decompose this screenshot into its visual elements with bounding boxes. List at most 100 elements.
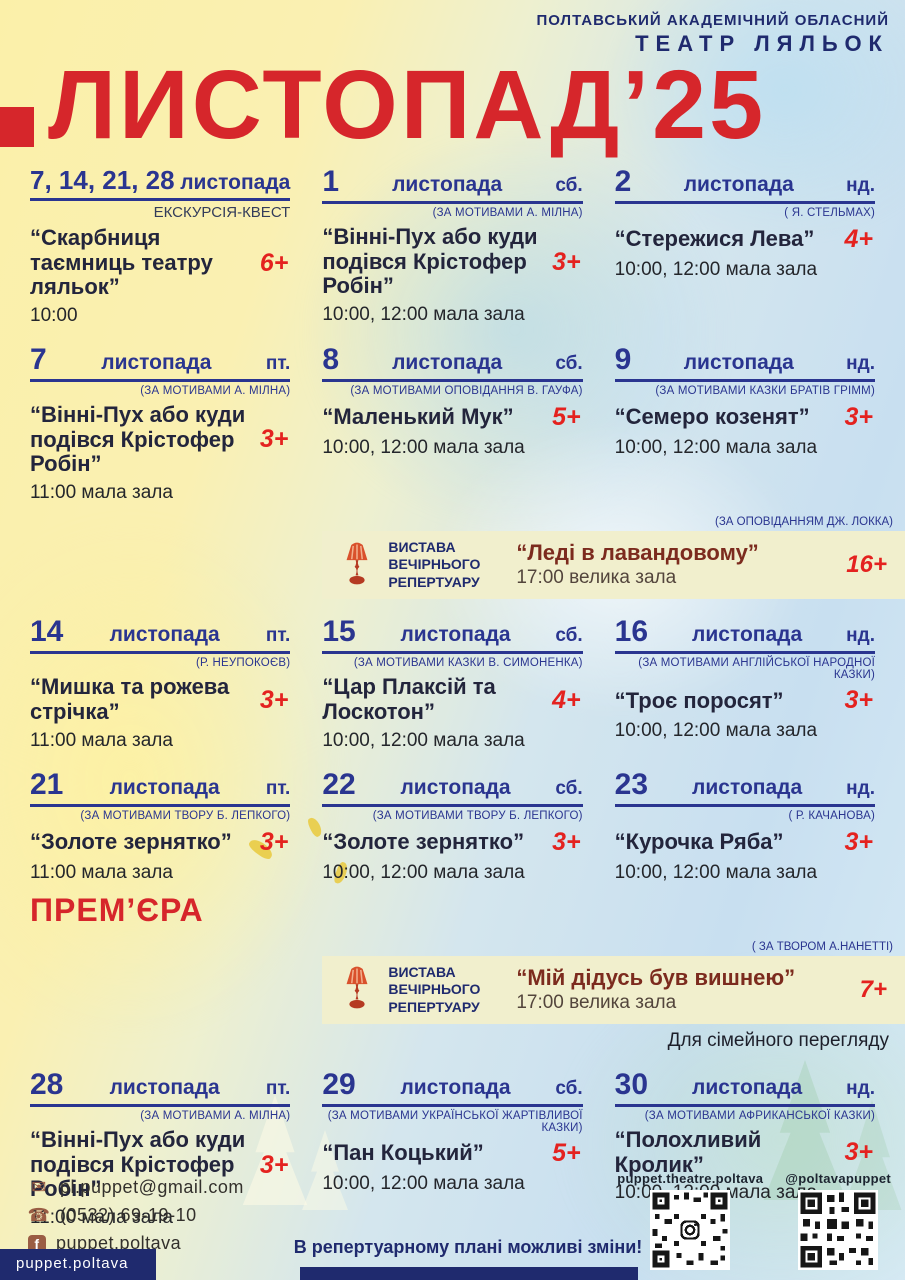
month-label: листопада [392, 173, 503, 197]
org-name-line1: ПОЛТАВСЬКИЙ АКАДЕМІЧНИЙ ОБЛАСНИЙ [536, 12, 889, 29]
showtime: 10:00, 12:00 мала зала [614, 720, 818, 742]
event-cell-quest: 7, 14, 21, 28 листопада ЕКСКУРСІЯ-КВЕСТ … [30, 165, 291, 327]
date-heading: 23 листопада нд. [614, 768, 875, 807]
qr-item-instagram: puppet.theatre.poltava [617, 1171, 763, 1270]
date-heading: 1 листопада сб. [322, 165, 583, 205]
month-label: листопада [392, 351, 503, 375]
author-line: (ЗА МОТИВАМИ АФРИКАНСЬКОЇ КАЗКИ) [644, 1110, 875, 1123]
premiere-badge: ПРЕМ’ЄРА [30, 891, 204, 928]
event-subtitle: ЕКСКУРСІЯ-КВЕСТ [153, 204, 291, 222]
show-title: “Пан Коцький” [322, 1140, 484, 1166]
author-line: (ЗА МОТИВАМИ А. МІЛНА) [140, 385, 291, 398]
event-cell-nov9: 9 листопада нд. (ЗА МОТИВАМИ КАЗКИ БРАТІ… [614, 343, 875, 504]
month-label: листопада [692, 775, 803, 799]
month-label: листопада [101, 351, 212, 375]
weekday-label: нд. [846, 353, 875, 375]
age-badge: 3+ [259, 1150, 289, 1179]
author-line: ( ЗА ТВОРОМ А.НАНЕТТІ) [751, 940, 893, 953]
event-cell-nov14: 14 листопада пт. (Р. НЕУПОКОЄВ) “Мишка т… [30, 615, 291, 751]
author-line: (ЗА МОТИВАМИ ОПОВІДАННЯ В. ГАУФА) [350, 385, 583, 398]
show-title: “Вінні-Пух або куди подівся Крістофер Ро… [30, 1127, 246, 1202]
event-cell-nov16: 16 листопада нд. (ЗА МОТИВАМИ АНГЛІЙСЬКО… [614, 615, 875, 751]
weekday-label: сб. [555, 175, 583, 197]
date-number: 7, 14, 21, 28 [30, 165, 175, 196]
evening-show-title: “Леді в лавандовому” [516, 540, 759, 566]
weekday-label: пт. [265, 625, 291, 647]
showtime: 10:00, 12:00 мала зала [322, 729, 525, 751]
disclaimer-text: В репертуарному плані можливі зміни! [293, 1237, 643, 1257]
qr-group: puppet.theatre.poltava [617, 1171, 891, 1270]
author-line: (ЗА МОТИВАМИ АНГЛІЙСЬКОЇ НАРОДНОЇ КАЗКИ) [638, 657, 875, 682]
author-line: (ЗА МОТИВАМИ ТВОРУ Б. ЛЕПКОГО) [80, 809, 291, 822]
evening-label: ВИСТАВА ВЕЧІРНЬОГО РЕПЕРТУАРУ [388, 538, 481, 590]
showtime: 10:00, 12:00 мала зала [614, 259, 818, 281]
age-badge: 3+ [552, 247, 581, 276]
age-badge: 3+ [844, 686, 873, 715]
date-number: 15 [322, 615, 356, 649]
show-title: “Скарбниця таємниць театру ляльок” [30, 225, 213, 300]
month-label: листопада [683, 173, 794, 197]
show-title: “Курочка Ряба” [614, 828, 784, 854]
age-badge: 3+ [844, 827, 873, 856]
weekday-label: пт. [265, 777, 291, 799]
red-corner-decoration [0, 107, 34, 147]
evening-banner: ВИСТАВА ВЕЧІРНЬОГО РЕПЕРТУАРУ “Мій дідус… [322, 955, 905, 1025]
evening-showtime: 17:00 велика зала [516, 567, 677, 589]
showtime: 10:00, 12:00 мала зала [322, 437, 525, 459]
facebook-icon: f [28, 1234, 46, 1253]
showtime: 10:00, 12:00 мала зала [322, 304, 525, 326]
contact-email-row: ✉ pl.puppet@gmail.com [28, 1177, 244, 1198]
date-number: 16 [614, 615, 649, 649]
date-heading: 8 листопада сб. [322, 343, 583, 383]
author-line: (ЗА МОТИВАМИ ТВОРУ Б. ЛЕПКОГО) [372, 809, 583, 822]
date-number: 28 [30, 1068, 64, 1102]
date-heading: 7, 14, 21, 28 листопада [30, 165, 291, 202]
event-cell-nov21: 21 листопада пт. (ЗА МОТИВАМИ ТВОРУ Б. Л… [30, 767, 291, 929]
show-title: “Золоте зернятко” [30, 828, 232, 854]
month-label: листопада [400, 775, 511, 799]
show-title: “Семеро козенят” [614, 404, 810, 430]
qr-label: puppet.theatre.poltava [617, 1171, 764, 1186]
show-title: “Маленький Мук” [322, 404, 514, 430]
age-badge: 16+ [846, 551, 887, 579]
author-line: (ЗА МОТИВАМИ КАЗКИ В. СИМОНЕНКА) [353, 657, 583, 670]
author-line: ( Р. КАЧАНОВА) [788, 809, 875, 822]
month-label: листопада [683, 351, 794, 375]
date-number: 7 [30, 343, 47, 377]
event-cell-nov29: 29 листопада сб. (ЗА МОТИВАМИ УКРАЇНСЬКО… [322, 1068, 583, 1229]
showtime: 10:00, 12:00 мала зала [322, 1173, 525, 1195]
month-label: листопада [692, 1076, 803, 1100]
author-line: (ЗА МОТИВАМИ УКРАЇНСЬКОЇ ЖАРТІВЛИВОЇ КАЗ… [327, 1110, 583, 1135]
date-heading: 30 листопада нд. [614, 1068, 875, 1108]
age-badge: 3+ [259, 685, 289, 714]
show-title: “Золоте зернятко” [322, 828, 525, 854]
author-line: ( Я. СТЕЛЬМАХ) [784, 207, 875, 220]
evening-note: Для сімейного перегляду [667, 1030, 889, 1052]
weekday-label: нд. [846, 625, 875, 647]
qr-label: @poltavapuppet [785, 1171, 891, 1186]
show-title: “Вінні-Пух або куди подівся Крістофер Ро… [322, 224, 538, 299]
month-label: листопада [692, 623, 803, 647]
event-cell-nov22: 22 листопада сб. (ЗА МОТИВАМИ ТВОРУ Б. Л… [322, 768, 583, 929]
age-badge: 5+ [552, 1139, 581, 1168]
showtime: 10:00 [30, 305, 78, 327]
envelope-icon: ✉ [31, 1177, 47, 1197]
showtime: 11:00 мала зала [30, 861, 173, 883]
qr-code-instagram-icon [650, 1190, 731, 1270]
show-title: “Вінні-Пух або куди подівся Крістофер Ро… [30, 402, 246, 477]
event-cell-nov2: 2 листопада нд. ( Я. СТЕЛЬМАХ) “Стережис… [614, 165, 875, 327]
date-heading: 29 листопада сб. [322, 1068, 583, 1108]
contact-block: ✉ pl.puppet@gmail.com ☎ (0532) 69-19-10 … [28, 1170, 244, 1254]
weekday-label: сб. [555, 1078, 583, 1100]
date-heading: 22 листопада сб. [322, 768, 583, 807]
event-cell-nov7: 7 листопада пт. (ЗА МОТИВАМИ А. МІЛНА) “… [30, 343, 291, 504]
events-grid: 7, 14, 21, 28 листопада ЕКСКУРСІЯ-КВЕСТ … [0, 151, 905, 1229]
event-cell-nov23: 23 листопада нд. ( Р. КАЧАНОВА) “Курочка… [614, 768, 875, 929]
show-title: “Троє поросят” [614, 687, 784, 713]
age-badge: 3+ [259, 827, 289, 856]
contact-phone: (0532) 69-19-10 [60, 1205, 197, 1225]
weekday-label: пт. [265, 353, 291, 375]
contact-email: pl.puppet@gmail.com [60, 1177, 244, 1197]
date-number: 21 [30, 767, 64, 801]
date-heading: 14 листопада пт. [30, 615, 291, 655]
